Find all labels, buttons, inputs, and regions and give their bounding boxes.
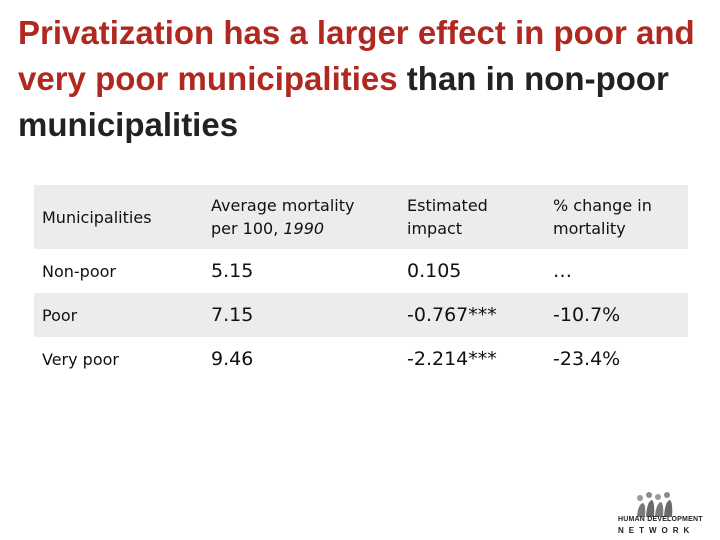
table-row: Very poor 9.46 -2.214*** -23.4% [34,337,688,381]
header-estimated-impact: Estimated impact [399,185,545,249]
logo-text-line1: HUMAN DEVELOPMENT [618,516,703,523]
cell-impact: -2.214*** [407,348,497,370]
people-icon [637,492,673,517]
cell-mortality: 9.46 [211,348,254,370]
table-row: Non-poor 5.15 0.105 … [34,249,688,293]
cell-mortality: 5.15 [211,260,254,282]
slide-title: Privatization has a larger effect in poo… [18,10,708,148]
cell-change: -23.4% [553,348,621,370]
header-municipalities: Municipalities [34,185,203,249]
cell-impact: -0.767*** [399,293,545,337]
cell-change: … [553,260,572,282]
slide-title-rest: than in non-poor municipalities [18,60,669,143]
cell-impact: 0.105 [407,260,462,282]
cell-mortality: 7.15 [203,293,399,337]
logo-text-line2: NETWORK [618,526,695,535]
cell-municipality: Poor [34,293,203,337]
cell-change: -10.7% [545,293,688,337]
table-row: Poor 7.15 -0.767*** -10.7% [34,293,688,337]
table-header-row: Municipalities Average mortality per 100,… [34,185,688,249]
slide-title-highlight: Privatization has a larger effect in poo… [18,14,695,97]
cell-municipality: Very poor [42,349,119,369]
hdn-logo: HUMAN DEVELOPMENT NETWORK [618,490,704,538]
mortality-table: Municipalities Average mortality per 100,… [34,185,688,381]
header-average-mortality: Average mortality per 100, 1990 [203,185,399,249]
cell-municipality: Non-poor [42,261,116,281]
header-percent-change: % change in mortality [545,185,688,249]
